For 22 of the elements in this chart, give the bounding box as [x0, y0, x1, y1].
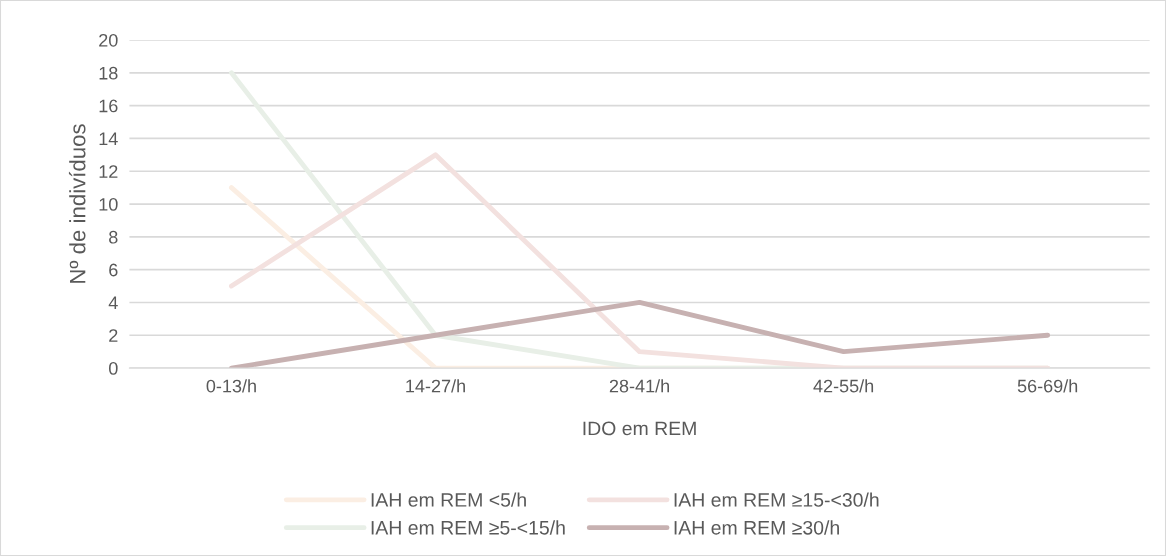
legend-label: IAH em REM ≥30/h — [674, 520, 839, 535]
legend-label: IAH em REM ≥5-<15/h — [371, 520, 565, 535]
y-axis-title: Nº de indivíduos — [68, 124, 86, 283]
y-tick-label: 0 — [108, 362, 118, 375]
y-tick-label: 12 — [99, 165, 118, 178]
legend-label: IAH em REM ≥15-<30/h — [674, 492, 879, 507]
x-axis-title: IDO em REM — [583, 421, 696, 436]
x-tick-label: 0-13/h — [206, 379, 256, 393]
y-tick-label: 8 — [109, 230, 118, 244]
x-tick-label: 14-27/h — [406, 379, 465, 393]
legend-label: IAH em REM <5/h — [371, 492, 526, 507]
y-tick-label: 4 — [108, 296, 118, 310]
y-tick-label: 14 — [99, 132, 118, 145]
y-tick-label: 2 — [109, 329, 118, 342]
x-tick-label: 56-69/h — [1017, 379, 1078, 393]
y-tick-label: 20 — [99, 33, 118, 47]
y-tick-label: 16 — [99, 99, 118, 113]
y-tick-label: 6 — [109, 263, 118, 277]
x-tick-label: 42-55/h — [813, 379, 874, 393]
y-tick-label: 18 — [99, 66, 118, 80]
x-tick-label: 28-41/h — [609, 379, 669, 393]
y-tick-label: 10 — [99, 197, 118, 211]
